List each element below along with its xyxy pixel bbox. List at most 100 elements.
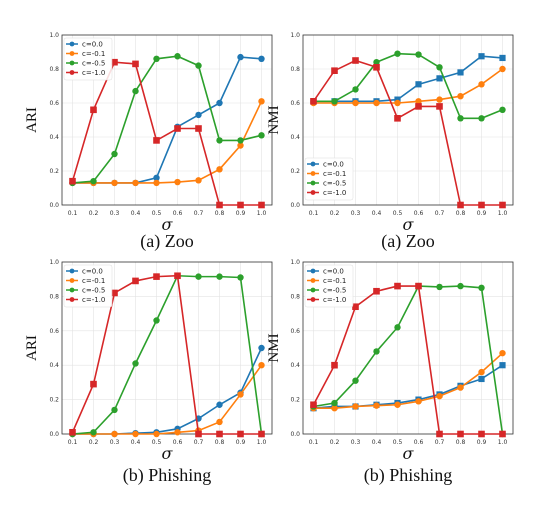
chart-panel-4: 0.0 0.2 0.4 0.6 0.8 1.0 0.1 0.2 0.3 0.4 0.5 0.6 0.7 0… bbox=[266, 259, 514, 486]
plot-frame bbox=[61, 261, 273, 435]
legend-entry: c=-1.0 bbox=[323, 189, 346, 197]
data-point bbox=[174, 178, 181, 186]
legend-entry: c=-0.1 bbox=[82, 50, 105, 58]
data-point bbox=[237, 53, 244, 61]
data-point bbox=[457, 201, 464, 209]
legend-entry: c=-0.5 bbox=[82, 287, 105, 295]
x-tick-label: 0.9 bbox=[236, 210, 246, 217]
data-point bbox=[258, 344, 265, 352]
data-point bbox=[373, 59, 380, 66]
legend-marker bbox=[310, 287, 316, 293]
data-point bbox=[436, 103, 443, 110]
data-point bbox=[132, 360, 139, 367]
y-axis-label: ARI bbox=[24, 107, 40, 133]
data-point bbox=[394, 96, 401, 103]
data-point bbox=[373, 402, 380, 409]
x-tick-label: 0.2 bbox=[330, 439, 340, 446]
data-point bbox=[352, 303, 359, 311]
data-point bbox=[499, 106, 506, 114]
chart-panel-1: 0.0 0.2 0.4 0.6 0.8 1.0 0.1 0.2 0.3 0.4 0.5 0.6 0.7 0… bbox=[24, 32, 273, 252]
data-point bbox=[436, 64, 443, 71]
legend-marker bbox=[69, 297, 75, 302]
x-tick-label: 0.9 bbox=[477, 439, 487, 446]
legend-entry: c=-0.5 bbox=[323, 180, 346, 188]
data-point bbox=[436, 75, 443, 82]
x-tick-label: 0.5 bbox=[393, 210, 403, 217]
y-tick-label: 0.6 bbox=[49, 328, 59, 335]
data-point bbox=[258, 98, 265, 105]
data-point bbox=[373, 348, 380, 355]
data-point bbox=[499, 349, 506, 357]
legend-box bbox=[63, 37, 113, 81]
data-point bbox=[331, 361, 338, 369]
data-point bbox=[195, 62, 202, 69]
legend-marker bbox=[310, 161, 316, 167]
legend-marker bbox=[310, 190, 316, 195]
y-tick-label: 0.4 bbox=[290, 362, 300, 369]
data-point bbox=[111, 406, 118, 414]
x-axis-label: σ bbox=[162, 444, 174, 463]
data-point bbox=[478, 115, 485, 122]
data-point bbox=[331, 67, 338, 74]
legend-entry: c=-1.0 bbox=[82, 69, 105, 77]
data-point bbox=[310, 401, 317, 409]
x-tick-label: 0.1 bbox=[309, 439, 319, 446]
series-line-c=0.0 bbox=[313, 364, 503, 409]
subfigure-caption: (a) Zoo bbox=[381, 231, 434, 252]
data-point bbox=[216, 137, 223, 144]
x-tick-label: 0.6 bbox=[414, 439, 424, 446]
data-point bbox=[394, 50, 401, 57]
x-tick-label: 0.8 bbox=[215, 439, 225, 446]
x-axis-label: σ bbox=[162, 215, 174, 234]
y-tick-label: 0.6 bbox=[290, 100, 300, 107]
data-point bbox=[216, 401, 223, 408]
y-tick-label: 1.0 bbox=[290, 32, 300, 39]
legend-marker bbox=[310, 268, 316, 274]
data-point bbox=[111, 58, 118, 66]
x-tick-label: 0.3 bbox=[351, 439, 361, 446]
data-point bbox=[153, 179, 160, 187]
plot-frame bbox=[302, 261, 514, 435]
series-line-c=-0.1 bbox=[313, 68, 503, 104]
series-line-c=-1.0 bbox=[312, 59, 503, 206]
y-tick-label: 0.4 bbox=[49, 134, 59, 141]
y-tick-label: 0.2 bbox=[49, 168, 59, 175]
data-point bbox=[415, 398, 422, 405]
legend-entry: c=0.0 bbox=[82, 268, 103, 276]
data-point bbox=[132, 87, 139, 95]
data-point bbox=[331, 405, 338, 412]
data-point bbox=[258, 55, 265, 62]
legend-entry: c=-0.5 bbox=[82, 60, 105, 68]
x-tick-label: 0.5 bbox=[152, 210, 162, 217]
chart-panel-2: 0.0 0.2 0.4 0.6 0.8 1.0 0.1 0.2 0.3 0.4 0.5 0.6 0.7 0… bbox=[266, 32, 514, 252]
x-tick-label: 0.6 bbox=[414, 210, 424, 217]
data-point bbox=[153, 273, 160, 280]
legend-marker bbox=[69, 278, 75, 283]
data-point bbox=[499, 65, 506, 73]
data-point bbox=[478, 368, 485, 376]
data-point bbox=[258, 201, 265, 209]
y-tick-label: 1.0 bbox=[290, 259, 300, 266]
legend-marker bbox=[69, 70, 75, 75]
data-point bbox=[69, 428, 76, 436]
data-point bbox=[132, 430, 139, 438]
data-point bbox=[216, 166, 223, 173]
legend-entry: c=-0.1 bbox=[323, 277, 346, 285]
data-point bbox=[436, 283, 443, 291]
x-axis-label: σ bbox=[403, 444, 415, 463]
y-tick-label: 0.8 bbox=[49, 293, 59, 300]
x-tick-label: 0.9 bbox=[477, 210, 487, 217]
legend-entry: c=0.0 bbox=[323, 161, 344, 169]
data-point bbox=[478, 53, 485, 60]
data-point bbox=[478, 430, 485, 438]
data-point bbox=[457, 69, 464, 76]
legend-marker bbox=[310, 171, 316, 176]
y-tick-label: 1.0 bbox=[49, 259, 59, 266]
y-tick-label: 0.6 bbox=[290, 328, 300, 335]
subfigure-caption: (b) Phishing bbox=[123, 465, 212, 486]
data-point bbox=[457, 282, 464, 290]
data-point bbox=[352, 86, 359, 93]
y-axis-label: ARI bbox=[24, 335, 40, 361]
data-point bbox=[352, 99, 359, 107]
legend-entry: c=-0.1 bbox=[323, 170, 346, 178]
